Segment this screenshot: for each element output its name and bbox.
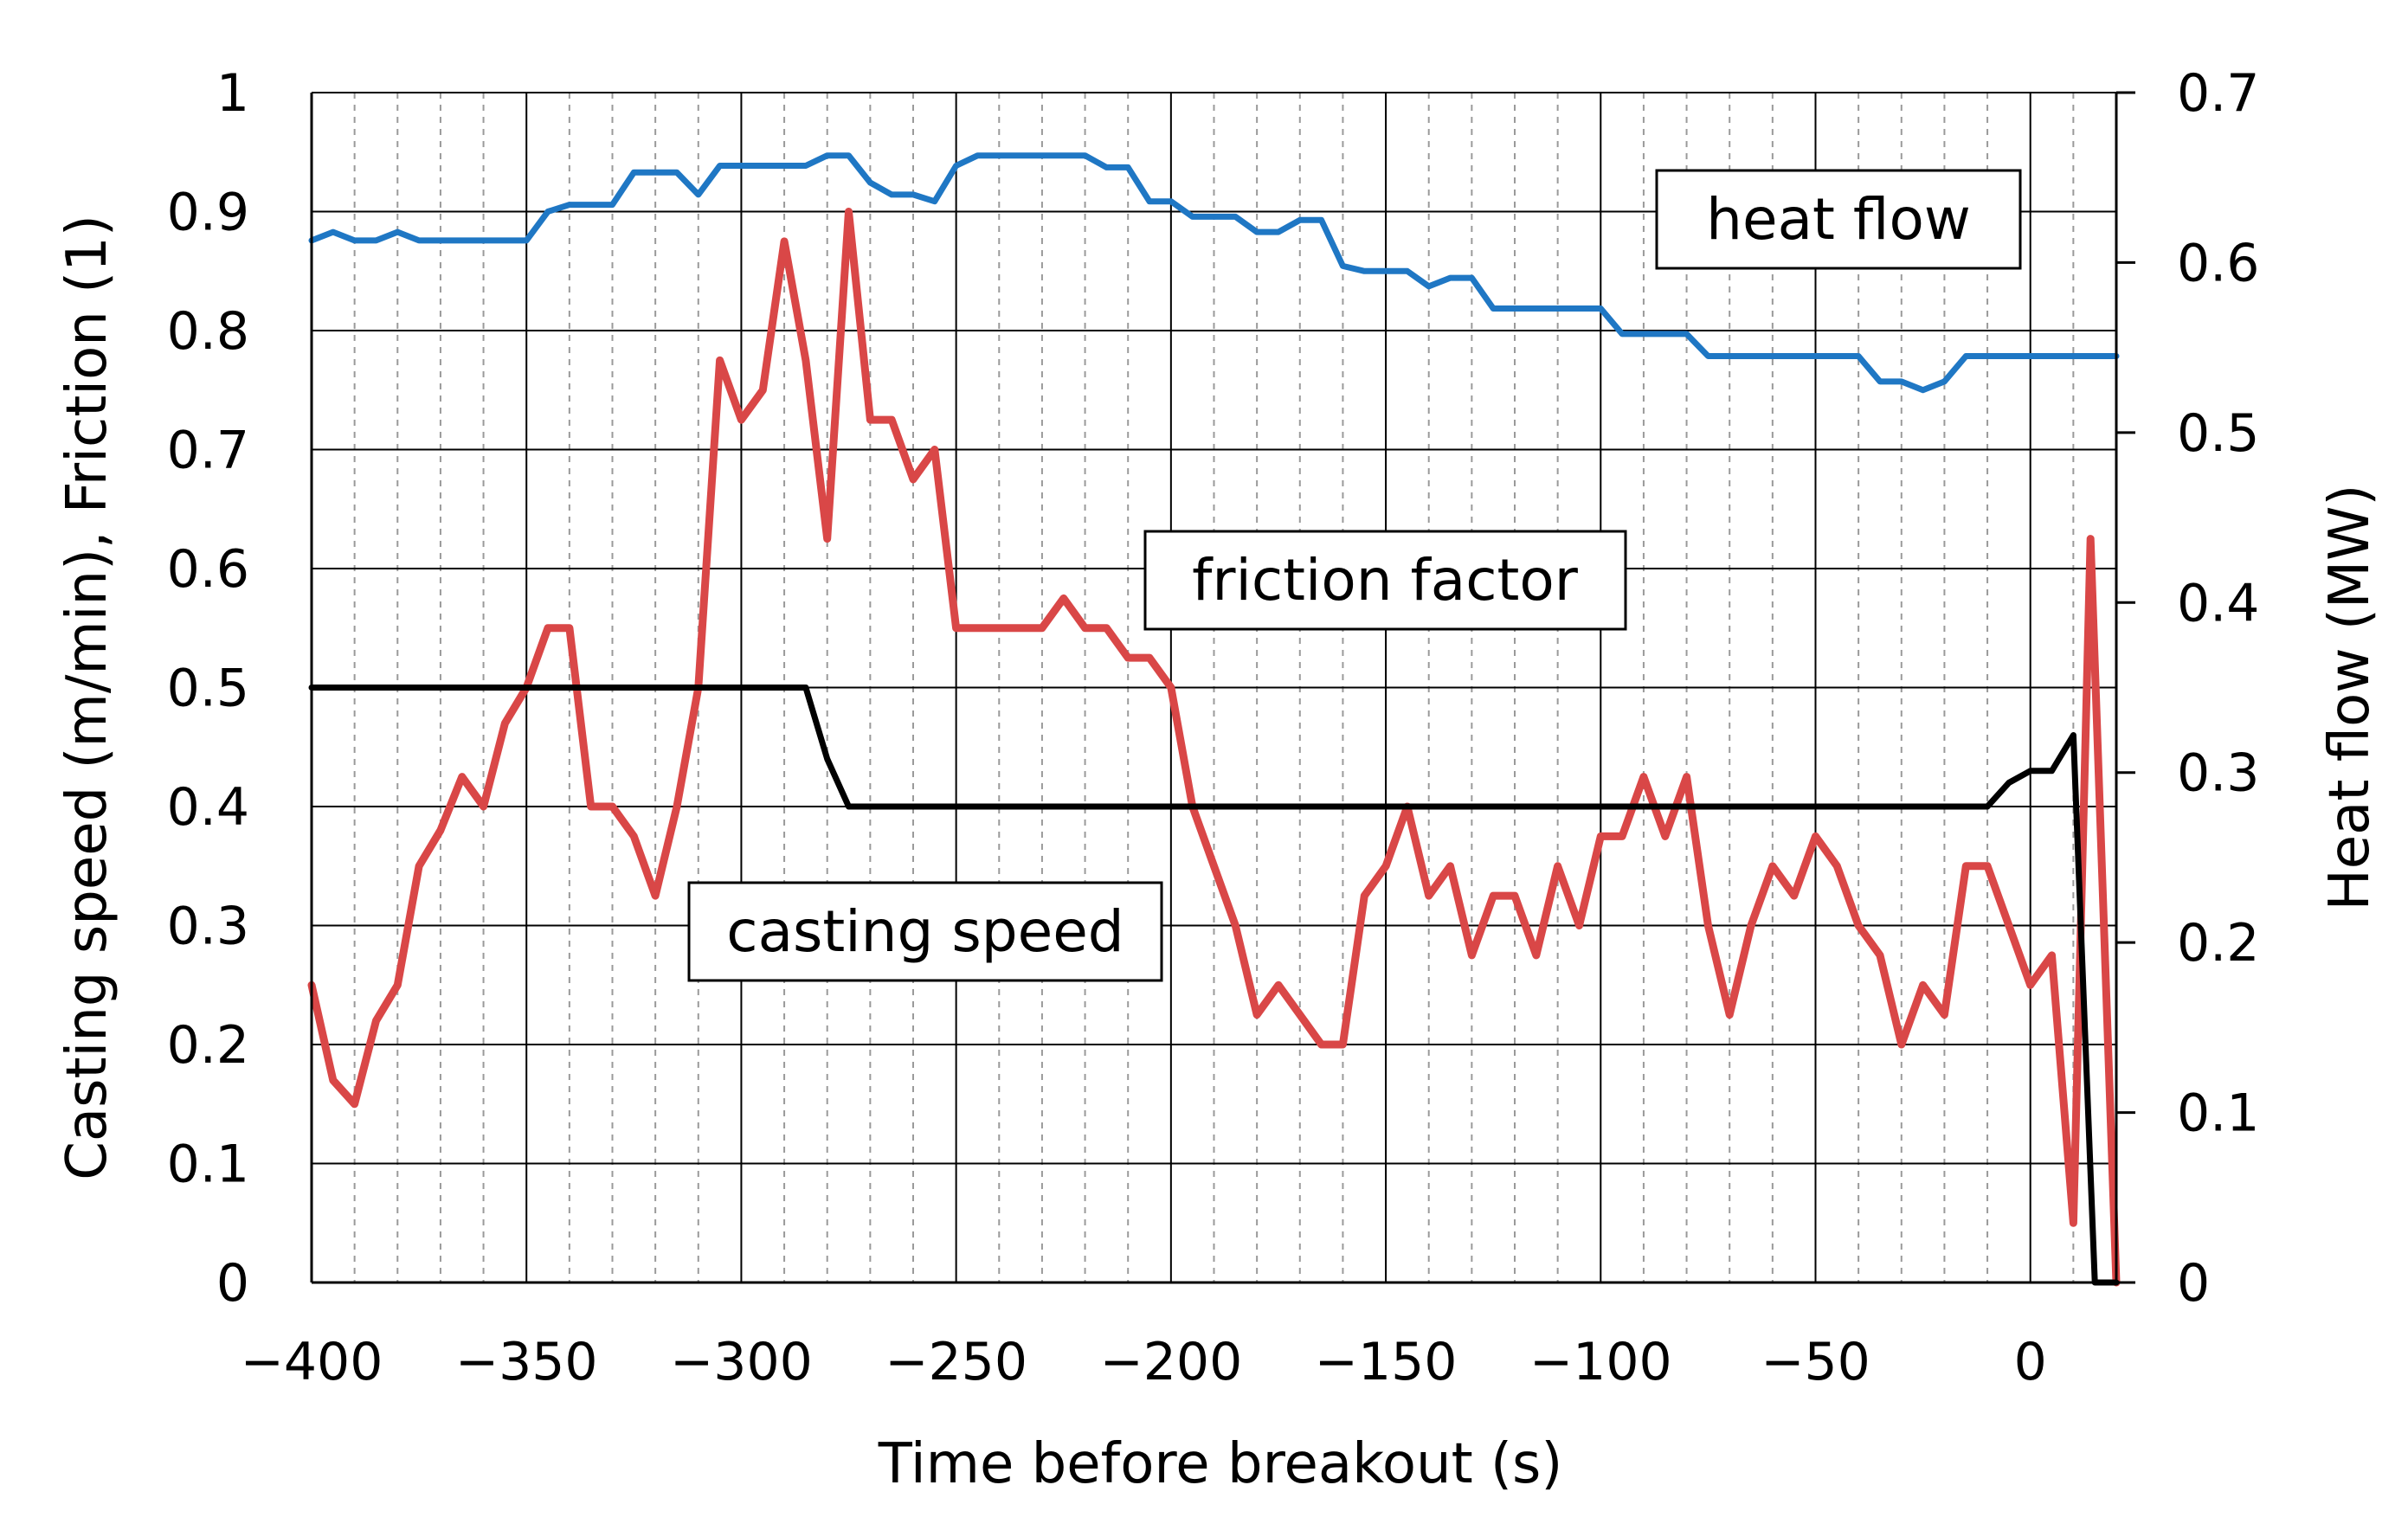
y-tick-label: 0.9 <box>167 183 249 243</box>
y-axis-title: Casting speed (m/min), Friction (1) <box>55 215 119 1180</box>
y2-tick-label: 0.6 <box>2177 233 2259 293</box>
y-tick-label: 0.1 <box>167 1135 249 1195</box>
friction-factor-line <box>307 208 2121 1287</box>
y2-tick-label: 0.5 <box>2177 403 2259 464</box>
y-tick-label: 0.7 <box>167 421 249 481</box>
x-tick-label: −150 <box>1315 1332 1458 1392</box>
y-tick-label: 1 <box>216 63 249 124</box>
y-tick-label: 0.8 <box>167 301 249 362</box>
x-tick-label: −200 <box>1099 1332 1242 1392</box>
friction-factor-label: friction factor <box>1192 547 1579 614</box>
y2-tick-label: 0.1 <box>2177 1083 2259 1144</box>
x-tick-label: −100 <box>1529 1332 1672 1392</box>
x-axis-title: Time before breakout (s) <box>878 1432 1563 1496</box>
x-tick-label: −300 <box>670 1332 813 1392</box>
x-tick-label: −250 <box>885 1332 1027 1392</box>
heat-flow-label: heat flow <box>1706 186 1971 253</box>
y-tick-label: 0.2 <box>167 1015 249 1076</box>
y-tick-label: 0 <box>216 1253 249 1314</box>
y-tick-label: 0.5 <box>167 659 249 719</box>
y-tick-label: 0.4 <box>167 777 249 838</box>
axes: 0 0.1 0.2 0.3 0.4 0.5 0.6 0.7 0.8 0.9 1 0 0.1 0.2 0.3 0… <box>167 63 2260 1392</box>
heat-flow-label-box: heat flow <box>1655 169 2022 270</box>
x-tick-label: −50 <box>1761 1332 1870 1392</box>
y-tick-label: 0.6 <box>167 539 249 600</box>
friction-factor-label-box: friction factor <box>1143 530 1627 631</box>
y2-tick-label: 0.2 <box>2177 913 2259 974</box>
x-tick-label: −350 <box>455 1332 598 1392</box>
series-layer <box>307 152 2121 1287</box>
y2-tick-label: 0.7 <box>2177 63 2259 124</box>
x-tick-label: 0 <box>2014 1332 2047 1392</box>
x-tick-label: −400 <box>241 1332 383 1392</box>
y2-tick-label: 0.4 <box>2177 573 2259 633</box>
casting-speed-label-box: casting speed <box>687 881 1163 982</box>
casting-speed-line <box>308 685 2120 1286</box>
y2-axis-title: Heat flow (MW) <box>2318 485 2382 911</box>
heat-flow-line <box>308 152 2120 394</box>
y2-tick-label: 0.3 <box>2177 743 2259 804</box>
y-tick-label: 0.3 <box>167 897 249 957</box>
y2-tick-label: 0 <box>2177 1253 2210 1314</box>
casting-speed-label: casting speed <box>726 898 1124 965</box>
